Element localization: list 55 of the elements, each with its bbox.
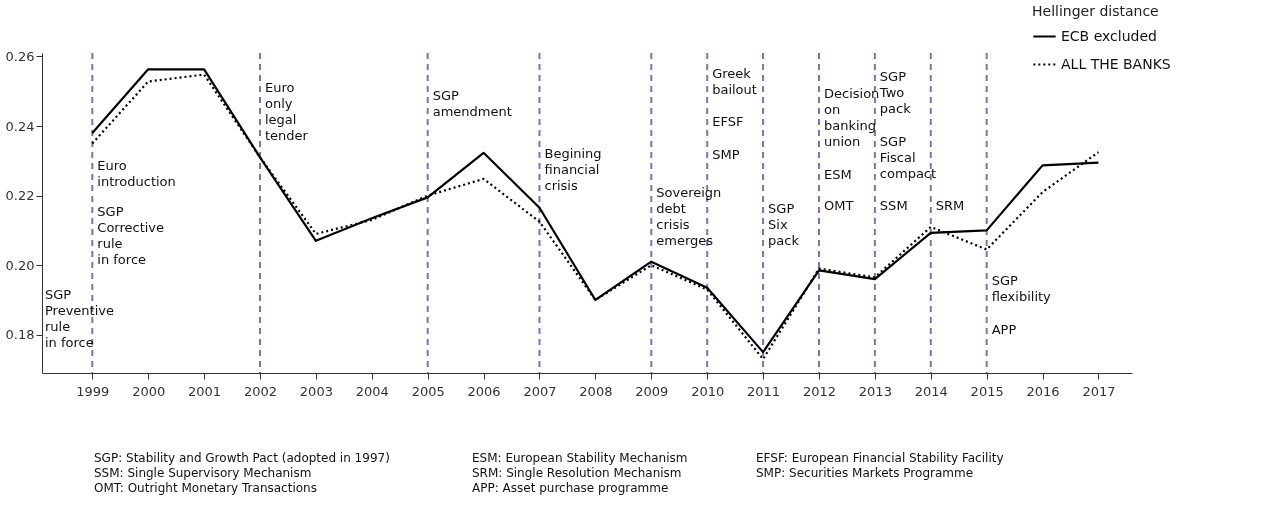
x-tick-label: 2015 <box>970 383 1004 399</box>
annotation: SGP flexibility <box>991 273 1052 305</box>
y-tick-label: 0.26 <box>5 48 35 64</box>
x-tick-label: 2012 <box>802 383 837 399</box>
text: EFSF: European Financial Stability Facility <box>756 451 1004 465</box>
y-tick-label: 0.18 <box>5 327 35 343</box>
annotation: SGP Preventive rule in force <box>45 287 114 350</box>
legend-label: ECB excluded <box>1061 27 1157 44</box>
annotation: Decision on banking union <box>823 86 880 150</box>
annotation: APP <box>991 321 1017 337</box>
annotation: Begining financial crisis <box>544 145 602 193</box>
legend-label: ALL THE BANKS <box>1061 55 1171 72</box>
text: SMP: Securities Markets Programme <box>756 466 974 480</box>
annotation: Sovereign debt crisis emerges <box>656 184 722 248</box>
x-tick-label: 2000 <box>132 383 166 399</box>
annotation: SSM <box>879 198 908 214</box>
annotation: SMP <box>712 147 740 162</box>
x-tick-label: 2013 <box>858 383 892 399</box>
x-tick-label: 1999 <box>76 383 110 399</box>
x-tick-label: 2014 <box>914 383 948 399</box>
text: SGP: Stability and Growth Pact (adopted in 1997) <box>94 451 390 465</box>
text: SSM: Single Supervisory Mechanism <box>94 466 312 480</box>
text: APP: Asset purchase programme <box>472 481 669 495</box>
annotation: SGP Six pack <box>768 200 800 248</box>
x-tick-label: 2007 <box>523 383 557 399</box>
annotation: SGP amendment <box>432 88 512 120</box>
x-tick-label: 2005 <box>411 383 445 399</box>
annotation: Euro only legal tender <box>265 80 309 144</box>
x-tick-label: 2002 <box>243 383 278 399</box>
x-tick-label: 2011 <box>747 383 781 399</box>
annotation: SGP Corrective rule in force <box>97 204 165 268</box>
y-tick-label: 0.24 <box>5 118 35 134</box>
y-tick-label: 0.20 <box>5 257 35 273</box>
x-tick-label: 2001 <box>188 383 222 399</box>
y-tick-label: 0.22 <box>5 188 35 204</box>
annotation: SGP Two pack <box>878 69 912 117</box>
annotation: ESM <box>823 166 852 182</box>
annotation: OMT <box>823 198 854 214</box>
text: OMT: Outright Monetary Transactions <box>94 481 317 495</box>
text: SRM: Single Resolution Mechanism <box>472 466 682 480</box>
text: ESM: European Stability Mechanism <box>472 451 688 465</box>
annotation: Greek bailout <box>712 66 757 98</box>
annotation: SRM <box>935 198 965 214</box>
x-tick-label: 2004 <box>355 383 389 399</box>
x-tick-label: 2003 <box>299 383 333 399</box>
x-tick-label: 2017 <box>1082 383 1116 399</box>
legend-title: Hellinger distance <box>1032 3 1159 19</box>
x-tick-label: 2008 <box>579 383 613 399</box>
x-tick-label: 2009 <box>635 383 669 399</box>
x-tick-label: 2010 <box>691 383 725 399</box>
x-tick-label: 2016 <box>1026 383 1060 399</box>
annotation: SGP Fiscal compact <box>879 134 937 182</box>
annotation: Euro introduction <box>97 157 176 189</box>
annotation: EFSF <box>712 113 744 129</box>
x-tick-label: 2006 <box>467 383 501 399</box>
